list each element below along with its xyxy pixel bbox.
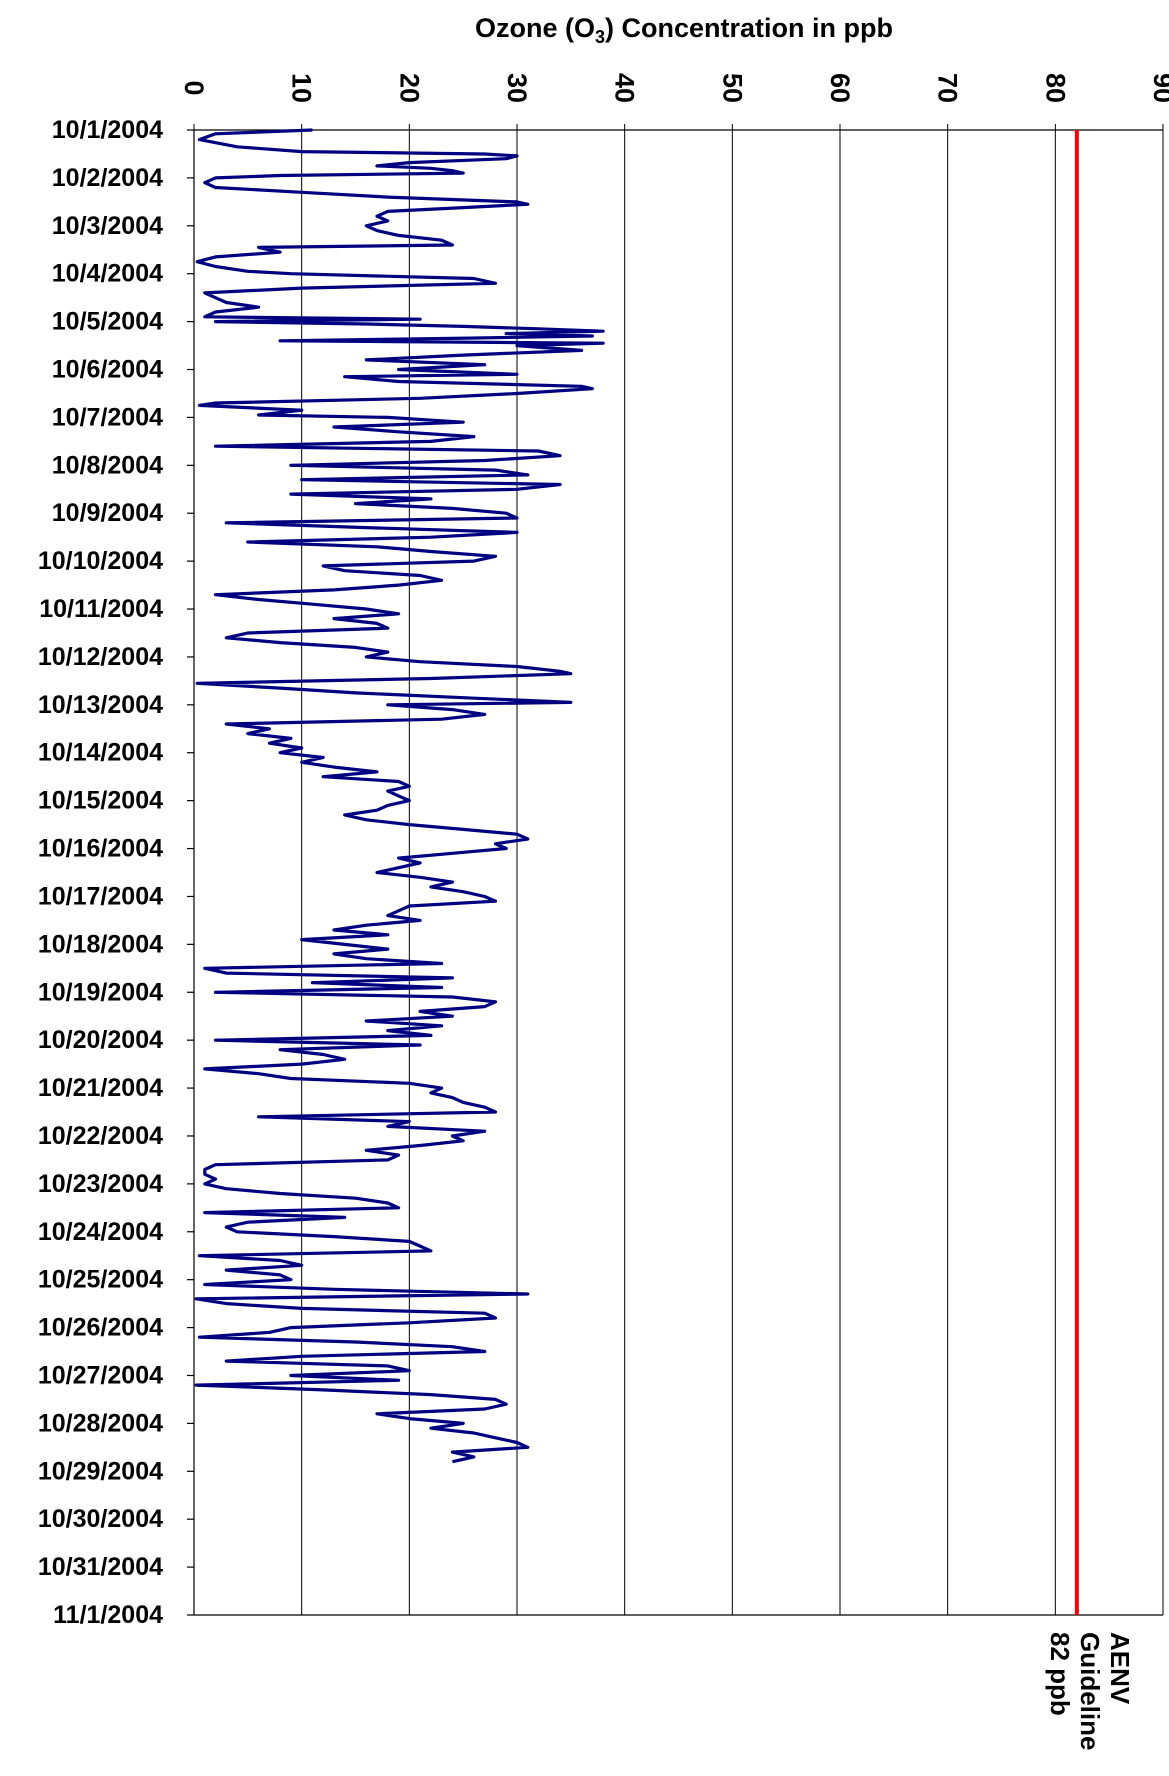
date-tick-label-3: 10/4/2004 (52, 260, 163, 288)
chart-title-main: Ozone (O (475, 13, 595, 43)
value-tick-label-8: 80 (1040, 73, 1070, 103)
date-tick-label-29: 10/30/2004 (38, 1505, 163, 1533)
date-tick-label-16: 10/17/2004 (38, 882, 163, 910)
date-tick-label-6: 10/7/2004 (52, 403, 163, 431)
date-tick-label-7: 10/8/2004 (52, 451, 163, 479)
date-tick-label-25: 10/26/2004 (38, 1314, 163, 1342)
date-tick-label-21: 10/22/2004 (38, 1122, 163, 1150)
chart-title-subscript: 3 (595, 27, 605, 47)
date-tick-label-0: 10/1/2004 (52, 116, 163, 144)
value-tick-label-4: 40 (610, 73, 640, 103)
date-tick-label-31: 11/1/2004 (53, 1601, 163, 1629)
date-axis-ticks: 10/1/2004 10/2/2004 10/3/2004 10/4/2004 10/5… (38, 116, 194, 1629)
date-tick-label-19: 10/20/2004 (38, 1026, 163, 1054)
axes (193, 129, 1163, 1616)
value-tick-label-7: 70 (933, 73, 963, 103)
date-tick-label-2: 10/3/2004 (52, 212, 163, 240)
date-tick-label-5: 10/6/2004 (52, 356, 163, 384)
date-tick-label-28: 10/29/2004 (38, 1457, 163, 1485)
value-tick-label-2: 20 (394, 73, 424, 103)
value-tick-label-9: 90 (1148, 73, 1169, 103)
date-tick-label-22: 10/23/2004 (38, 1170, 163, 1198)
series-layer (194, 128, 605, 1464)
date-tick-label-9: 10/10/2004 (38, 547, 163, 575)
date-tick-label-17: 10/18/2004 (38, 930, 163, 958)
date-tick-label-13: 10/14/2004 (38, 739, 163, 767)
ozone-series-line-0 (194, 128, 605, 1464)
date-tick-label-8: 10/9/2004 (52, 499, 163, 527)
date-tick-label-20: 10/21/2004 (38, 1074, 163, 1102)
value-tick-label-5: 50 (717, 73, 747, 103)
date-tick-label-12: 10/13/2004 (38, 691, 163, 719)
date-tick-label-23: 10/24/2004 (38, 1218, 163, 1246)
value-tick-label-0: 0 (179, 80, 209, 95)
guideline-label-line-2: 82 ppb (1045, 1632, 1075, 1716)
chart-title-suffix: ) Concentration in ppb (605, 13, 893, 43)
value-tick-label-3: 30 (502, 73, 532, 103)
date-tick-label-10: 10/11/2004 (39, 595, 163, 623)
date-tick-label-26: 10/27/2004 (38, 1361, 163, 1389)
date-tick-label-4: 10/5/2004 (52, 308, 163, 336)
date-tick-label-30: 10/31/2004 (38, 1553, 163, 1581)
guideline-label-line-1: Guideline (1075, 1632, 1105, 1750)
date-tick-label-24: 10/25/2004 (38, 1266, 163, 1294)
value-tick-label-1: 10 (287, 73, 317, 103)
guideline-label-line-0: AENV (1105, 1632, 1135, 1705)
chart-title: Ozone (O3) Concentration in ppb (475, 13, 893, 47)
date-tick-label-1: 10/2/2004 (52, 164, 163, 192)
value-axis-ticks: 0 10 20 30 40 50 60 70 80 90 (179, 73, 1169, 130)
date-tick-label-11: 10/12/2004 (38, 643, 163, 671)
date-tick-label-15: 10/16/2004 (38, 835, 163, 863)
gridlines (301, 130, 1164, 1615)
value-tick-label-6: 60 (825, 73, 855, 103)
date-tick-label-14: 10/15/2004 (38, 787, 163, 815)
date-tick-label-27: 10/28/2004 (38, 1409, 163, 1437)
date-tick-label-18: 10/19/2004 (38, 978, 163, 1006)
